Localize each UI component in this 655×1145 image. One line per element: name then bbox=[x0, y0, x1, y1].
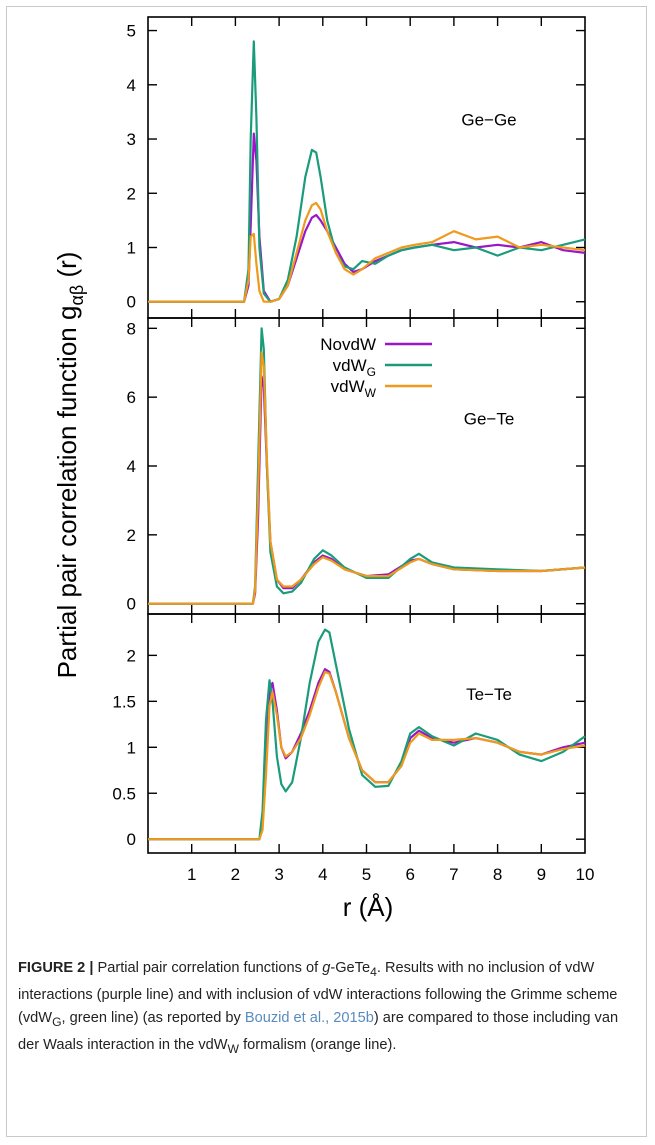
legend-label: NovdW bbox=[320, 335, 376, 354]
y-tick-label: 0.5 bbox=[112, 784, 136, 803]
x-axis-label: r (Å) bbox=[343, 892, 394, 922]
y-axis-label: Partial pair correlation function gαβ (r… bbox=[52, 252, 87, 679]
caption-lead: FIGURE 2 | bbox=[18, 960, 94, 976]
caption-text: Partial pair correlation functions of bbox=[93, 960, 323, 976]
x-tick-label: 1 bbox=[187, 865, 196, 884]
y-tick-label: 0 bbox=[127, 293, 136, 312]
figure-caption: FIGURE 2 | Partial pair correlation func… bbox=[18, 957, 638, 1061]
caption-text: -GeTe bbox=[330, 960, 371, 976]
caption-subscript: 4 bbox=[370, 964, 377, 979]
x-tick-label: 9 bbox=[537, 865, 546, 884]
series-line-2 bbox=[148, 327, 586, 605]
y-tick-label: 5 bbox=[127, 22, 136, 41]
x-tick-label: 7 bbox=[449, 865, 458, 884]
y-tick-label: 3 bbox=[127, 130, 136, 149]
panel-label: Ge−Te bbox=[464, 410, 515, 429]
y-tick-label: 1 bbox=[127, 238, 136, 257]
series-line-2 bbox=[148, 40, 586, 303]
caption-subscript: W bbox=[227, 1041, 240, 1056]
x-tick-label: 4 bbox=[318, 865, 327, 884]
panel-1: 0 1 2 3 4 5 Ge−Ge bbox=[127, 16, 586, 319]
x-tick-label: 6 bbox=[405, 865, 414, 884]
panel-frame bbox=[147, 16, 586, 319]
panel-label: Te−Te bbox=[466, 685, 512, 704]
caption-text: ) are compared to those including van de… bbox=[18, 1009, 619, 1053]
y-tick-label: 4 bbox=[127, 76, 136, 95]
legend-label: vdWW bbox=[331, 377, 377, 400]
y-tick-label: 4 bbox=[127, 457, 136, 476]
caption-text: , green line) (as reported by bbox=[61, 1009, 245, 1026]
figure-frame bbox=[6, 6, 647, 1137]
series-line-2 bbox=[148, 628, 586, 841]
x-tick-label: 3 bbox=[274, 865, 283, 884]
pair-correlation-figure: 0 1 2 3 4 5 Ge−Ge 0 2 4 6 8 Ge−Te 0 0.5 1 1.5 2 Te−Te 1 2 3 4 5… bbox=[52, 16, 595, 922]
legend-label: vdWG bbox=[333, 356, 376, 379]
x-tick-label: 2 bbox=[231, 865, 240, 884]
panel-3: 0 0.5 1 1.5 2 Te−Te 1 2 3 4 5 6 7 8 9 10 bbox=[112, 613, 595, 884]
caption-italic: g bbox=[322, 960, 331, 976]
citation-link[interactable]: Bouzid et al., 2015b bbox=[244, 1009, 374, 1026]
y-tick-label: 1 bbox=[127, 738, 136, 757]
series-line-1 bbox=[148, 132, 586, 303]
y-tick-label: 0 bbox=[127, 830, 136, 849]
y-tick-label: 2 bbox=[127, 184, 136, 203]
series-line-3 bbox=[148, 201, 586, 303]
y-tick-label: 0 bbox=[127, 595, 136, 614]
y-tick-label: 8 bbox=[127, 319, 136, 338]
y-tick-label: 2 bbox=[127, 646, 136, 665]
y-tick-label: 6 bbox=[127, 388, 136, 407]
series-line-3 bbox=[148, 670, 586, 841]
x-tick-label: 5 bbox=[362, 865, 371, 884]
caption-subscript: G bbox=[52, 1014, 62, 1029]
caption-text: . Results with no inclusion of vdW inter… bbox=[18, 960, 618, 1026]
panel-frame bbox=[147, 613, 586, 854]
y-axis-label-subscript: αβ bbox=[67, 285, 87, 306]
series-line-3 bbox=[148, 351, 586, 605]
panel-label: Ge−Ge bbox=[461, 110, 516, 129]
x-tick-label: 10 bbox=[576, 865, 595, 884]
y-tick-label: 2 bbox=[127, 526, 136, 545]
caption-text: formalism (orange line). bbox=[239, 1036, 397, 1053]
y-tick-label: 1.5 bbox=[112, 692, 136, 711]
x-tick-label: 8 bbox=[493, 865, 502, 884]
